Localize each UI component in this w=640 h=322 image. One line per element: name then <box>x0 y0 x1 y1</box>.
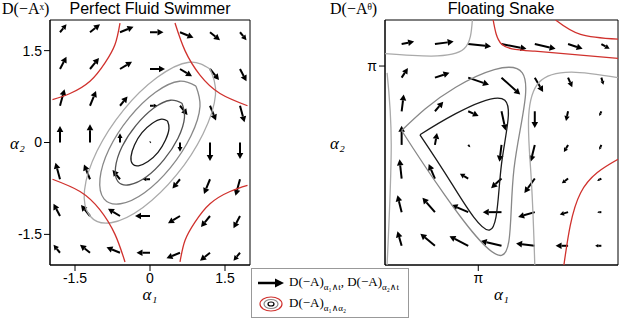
svg-text:-1.5: -1.5 <box>63 270 87 286</box>
svg-text:α₁: α₁ <box>143 285 158 304</box>
svg-text:0: 0 <box>34 134 42 150</box>
html-text:Perfect Fluid Swimmer: Perfect Fluid Swimmer <box>69 0 231 17</box>
svg-text:α₂: α₂ <box>330 134 345 153</box>
svg-text:π: π <box>367 58 377 74</box>
svg-text:α₁: α₁ <box>494 285 509 304</box>
svg-text:-1.5: -1.5 <box>18 226 42 242</box>
svg-text:0: 0 <box>146 270 154 286</box>
html-text:D(−A)α₁∧α₂: D(−A)α₁∧α₂ <box>289 294 347 313</box>
html-text:D(−A)α₁∧t, D(−A)α₂∧t: D(−A)α₁∧t, D(−A)α₂∧t <box>289 273 399 292</box>
svg-text:α₂: α₂ <box>10 134 25 153</box>
svg-text:π: π <box>473 270 483 286</box>
svg-text:1.5: 1.5 <box>23 43 43 59</box>
html-text:D(−Aˣ): D(−Aˣ) <box>2 0 50 17</box>
html-text:D(−Aᶿ): D(−Aᶿ) <box>330 0 378 17</box>
svg-text:1.5: 1.5 <box>215 270 235 286</box>
html-text:Floating Snake: Floating Snake <box>447 0 555 17</box>
